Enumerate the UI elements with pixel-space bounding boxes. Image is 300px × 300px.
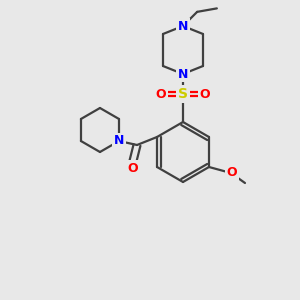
Text: S: S [178, 87, 188, 101]
Text: N: N [178, 20, 188, 32]
Text: O: O [227, 167, 237, 179]
Text: N: N [178, 68, 188, 80]
Text: N: N [114, 134, 124, 148]
Text: N: N [114, 134, 124, 148]
Text: O: O [128, 161, 138, 175]
Text: O: O [156, 88, 166, 100]
Text: O: O [200, 88, 210, 100]
